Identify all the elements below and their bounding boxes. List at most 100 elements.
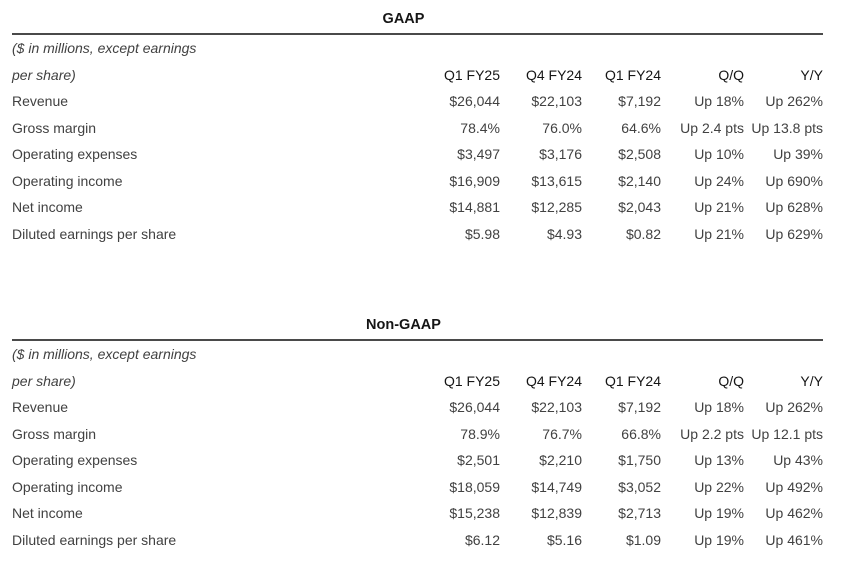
non-gaap-section: Non-GAAP ($ in millions, except earnings… [12, 317, 823, 553]
section-title-non-gaap: Non-GAAP [366, 317, 441, 333]
cell-qq: Up 24% [694, 172, 744, 189]
cell-yy: Up 462% [765, 505, 823, 522]
units-note-line1: ($ in millions, except earnings [12, 346, 197, 363]
row-label: Net income [12, 199, 83, 216]
cell-q1fy24: $2,140 [618, 172, 661, 189]
table-row-operating-expenses: Operating expenses $2,501 $2,210 $1,750 … [12, 447, 823, 474]
column-header-q1fy24: Q1 FY24 [604, 66, 661, 83]
row-label: Net income [12, 505, 83, 522]
cell-yy: Up 690% [765, 172, 823, 189]
cell-q1fy24: $7,192 [618, 93, 661, 110]
cell-q1fy24: $2,043 [618, 199, 661, 216]
row-label: Gross margin [12, 119, 97, 136]
cell-q4fy24: $3,176 [539, 146, 582, 163]
cell-qq: Up 13% [694, 452, 744, 469]
cell-q4fy24: $12,285 [531, 199, 582, 216]
column-header-q1fy24: Q1 FY24 [604, 372, 661, 389]
row-label: Operating income [12, 478, 123, 495]
table-row-operating-income: Operating income $16,909 $13,615 $2,140 … [12, 168, 823, 195]
row-label: Operating expenses [12, 452, 138, 469]
cell-q1fy25: $26,044 [449, 399, 500, 416]
units-note-line2: per share) [12, 372, 76, 389]
table-row-operating-expenses: Operating expenses $3,497 $3,176 $2,508 … [12, 141, 823, 168]
cell-qq: Up 19% [694, 505, 744, 522]
cell-q1fy25: $18,059 [449, 478, 500, 495]
gaap-section: GAAP ($ in millions, except earnings per… [12, 11, 823, 247]
cell-yy: Up 13.8 pts [751, 119, 823, 136]
table-row-operating-income: Operating income $18,059 $14,749 $3,052 … [12, 474, 823, 501]
cell-q4fy24: $12,839 [531, 505, 582, 522]
column-header-q4fy24: Q4 FY24 [525, 66, 582, 83]
cell-yy: Up 492% [765, 478, 823, 495]
row-label: Revenue [12, 93, 69, 110]
table-row-gross-margin: Gross margin 78.4% 76.0% 64.6% Up 2.4 pt… [12, 115, 823, 142]
empty-cell [420, 35, 823, 62]
cell-q1fy24: $3,052 [618, 478, 661, 495]
cell-q4fy24: $4.93 [546, 225, 582, 242]
cell-qq: Up 22% [694, 478, 744, 495]
units-note-line2: per share) [12, 66, 76, 83]
column-header-row: per share) Q1 FY25 Q4 FY24 Q1 FY24 Q/Q Y… [12, 368, 823, 395]
cell-q4fy24: 76.0% [542, 119, 582, 136]
row-label: Diluted earnings per share [12, 531, 177, 548]
column-header-row: per share) Q1 FY25 Q4 FY24 Q1 FY24 Q/Q Y… [12, 62, 823, 89]
cell-q1fy24: 64.6% [621, 119, 661, 136]
cell-yy: Up 12.1 pts [751, 425, 823, 442]
table-row-gross-margin: Gross margin 78.9% 76.7% 66.8% Up 2.2 pt… [12, 421, 823, 448]
row-label: Diluted earnings per share [12, 225, 177, 242]
units-note-line1: ($ in millions, except earnings [12, 40, 197, 57]
cell-q1fy25: $6.12 [464, 531, 500, 548]
column-header-q1fy25: Q1 FY25 [443, 372, 500, 389]
cell-qq: Up 18% [694, 93, 744, 110]
table-row-revenue: Revenue $26,044 $22,103 $7,192 Up 18% Up… [12, 394, 823, 421]
column-header-yy: Y/Y [800, 372, 823, 389]
non-gaap-financial-table: ($ in millions, except earnings per shar… [12, 341, 823, 553]
column-header-q4fy24: Q4 FY24 [525, 372, 582, 389]
cell-yy: Up 39% [773, 146, 823, 163]
table-row-revenue: Revenue $26,044 $22,103 $7,192 Up 18% Up… [12, 88, 823, 115]
cell-qq: Up 10% [694, 146, 744, 163]
cell-q1fy24: $2,508 [618, 146, 661, 163]
cell-qq: Up 21% [694, 225, 744, 242]
cell-q1fy24: 66.8% [621, 425, 661, 442]
empty-cell [420, 341, 823, 368]
cell-q1fy25: 78.4% [460, 119, 500, 136]
table-row-diluted-eps: Diluted earnings per share $5.98 $4.93 $… [12, 221, 823, 248]
cell-yy: Up 461% [765, 531, 823, 548]
cell-q1fy25: $15,238 [449, 505, 500, 522]
cell-qq: Up 2.4 pts [680, 119, 744, 136]
cell-q4fy24: 76.7% [542, 425, 582, 442]
cell-yy: Up 629% [765, 225, 823, 242]
table-row-diluted-eps: Diluted earnings per share $6.12 $5.16 $… [12, 527, 823, 554]
title-divider [12, 33, 823, 35]
cell-q4fy24: $13,615 [531, 172, 582, 189]
cell-q1fy25: 78.9% [460, 425, 500, 442]
row-label: Operating expenses [12, 146, 138, 163]
column-header-qq: Q/Q [718, 66, 744, 83]
column-header-q1fy25: Q1 FY25 [443, 66, 500, 83]
column-header-yy: Y/Y [800, 66, 823, 83]
cell-qq: Up 2.2 pts [680, 425, 744, 442]
cell-q1fy25: $16,909 [449, 172, 500, 189]
section-title-gaap: GAAP [382, 11, 425, 27]
units-note-row: ($ in millions, except earnings [12, 341, 823, 368]
cell-q1fy25: $3,497 [457, 146, 500, 163]
cell-qq: Up 19% [694, 531, 744, 548]
column-header-qq: Q/Q [718, 372, 744, 389]
table-row-net-income: Net income $15,238 $12,839 $2,713 Up 19%… [12, 500, 823, 527]
cell-q1fy25: $26,044 [449, 93, 500, 110]
cell-q1fy24: $0.82 [625, 225, 661, 242]
cell-q4fy24: $22,103 [531, 399, 582, 416]
cell-q4fy24: $2,210 [539, 452, 582, 469]
cell-q1fy24: $1.09 [625, 531, 661, 548]
cell-qq: Up 18% [694, 399, 744, 416]
cell-q1fy25: $5.98 [464, 225, 500, 242]
cell-q1fy25: $2,501 [457, 452, 500, 469]
title-divider [12, 339, 823, 341]
gaap-financial-table: ($ in millions, except earnings per shar… [12, 35, 823, 247]
row-label: Operating income [12, 172, 123, 189]
cell-yy: Up 262% [765, 93, 823, 110]
cell-q4fy24: $14,749 [531, 478, 582, 495]
row-label: Revenue [12, 399, 69, 416]
cell-q1fy24: $2,713 [618, 505, 661, 522]
